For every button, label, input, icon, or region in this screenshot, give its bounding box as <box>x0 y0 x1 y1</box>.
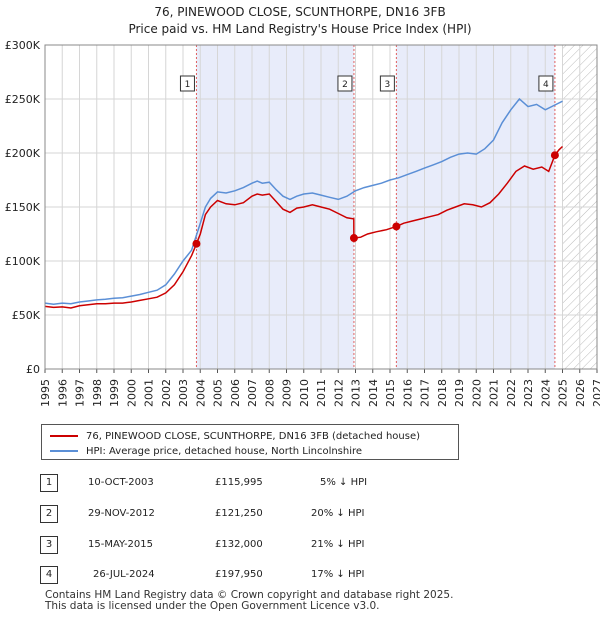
transaction-number: 4 <box>40 566 58 584</box>
series-line-hpi <box>44 97 563 305</box>
x-tick-label: 2026 <box>574 379 587 407</box>
sale-point <box>550 151 559 160</box>
legend-swatch-property <box>50 435 78 437</box>
x-tick-label: 2000 <box>125 379 138 407</box>
x-tick-label: 2010 <box>298 379 311 407</box>
sale-marker-box <box>179 75 195 92</box>
x-tick-label: 2023 <box>522 379 535 407</box>
transaction-number: 3 <box>40 536 58 554</box>
x-tick-label: 2009 <box>281 379 294 407</box>
legend-label-hpi: HPI: Average price, detached house, Nort… <box>86 445 363 457</box>
x-tick-label: 2012 <box>332 379 345 407</box>
x-tick-label: 2015 <box>384 379 397 407</box>
y-tick-label: £50K <box>12 309 41 322</box>
legend-label-property: 76, PINEWOOD CLOSE, SCUNTHORPE, DN16 3FB… <box>86 430 421 442</box>
x-tick-label: 2006 <box>229 379 242 407</box>
transaction-hpi: 17% ↓ HPI <box>311 569 365 580</box>
x-tick-label: 1996 <box>56 379 69 407</box>
x-tick-label: 2021 <box>488 379 501 407</box>
transaction-date: 15-MAY-2015 <box>88 539 154 550</box>
x-tick-label: 2019 <box>453 379 466 407</box>
sale-marker-box <box>538 75 554 92</box>
sale-point <box>392 222 401 231</box>
sale-marker-box <box>337 75 353 92</box>
price-chart: 76, PINEWOOD CLOSE, SCUNTHORPE, DN16 3FB… <box>5 5 600 407</box>
y-tick-label: £250K <box>5 93 41 106</box>
transaction-number: 1 <box>40 474 58 492</box>
x-tick-label: 2018 <box>436 379 449 407</box>
legend-item-hpi: HPI: Average price, detached house, Nort… <box>50 444 362 458</box>
x-tick-label: 2008 <box>263 379 276 407</box>
footer: Contains HM Land Registry data © Crown c… <box>45 590 453 612</box>
sale-marker-label: 4 <box>543 80 549 90</box>
sale-point <box>192 239 201 248</box>
sale-marker-box <box>379 75 395 92</box>
sale-marker-label: 1 <box>185 80 191 90</box>
transaction-hpi: 21% ↓ HPI <box>311 539 365 550</box>
x-tick-label: 2016 <box>401 379 414 407</box>
y-tick-label: £300K <box>5 39 41 52</box>
x-tick-label: 2014 <box>367 379 380 407</box>
x-tick-label: 2001 <box>143 379 156 407</box>
y-tick-label: £0 <box>26 363 40 376</box>
table-row: 3 15-MAY-2015 £132,000 21% ↓ HPI <box>40 536 440 556</box>
transaction-price: £121,250 <box>215 508 263 519</box>
x-tick-label: 2005 <box>212 379 225 407</box>
table-row: 1 10-OCT-2003 £115,995 5% ↓ HPI <box>40 474 440 494</box>
x-tick-label: 2007 <box>246 379 259 407</box>
transaction-date: 26-JUL-2024 <box>93 569 155 580</box>
series-line-property <box>44 145 564 309</box>
y-tick-label: £200K <box>5 147 41 160</box>
transaction-price: £132,000 <box>215 539 263 550</box>
x-tick-label: 2020 <box>470 379 483 407</box>
sale-marker-label: 3 <box>385 80 391 90</box>
x-tick-label: 2017 <box>419 379 432 407</box>
x-tick-label: 1995 <box>39 379 52 407</box>
x-tick-label: 2004 <box>194 379 207 407</box>
x-tick-label: 2011 <box>315 379 328 407</box>
x-tick-label: 2003 <box>177 379 190 407</box>
table-row: 2 29-NOV-2012 £121,250 20% ↓ HPI <box>40 505 440 525</box>
x-tick-label: 2013 <box>350 379 363 407</box>
x-tick-label: 1998 <box>91 379 104 407</box>
transaction-hpi: 5% ↓ HPI <box>320 477 368 488</box>
legend-swatch-hpi <box>50 450 78 452</box>
legend-item-property: 76, PINEWOOD CLOSE, SCUNTHORPE, DN16 3FB… <box>50 429 420 443</box>
chart-title: 76, PINEWOOD CLOSE, SCUNTHORPE, DN16 3FB <box>154 5 445 19</box>
x-tick-label: 1999 <box>108 379 121 407</box>
x-tick-label: 1997 <box>74 379 87 407</box>
y-tick-label: £150K <box>5 201 41 214</box>
x-tick-label: 2002 <box>160 379 173 407</box>
sale-point <box>349 234 358 243</box>
transaction-number: 2 <box>40 505 58 523</box>
footer-line-copyright: Contains HM Land Registry data © Crown c… <box>45 589 454 601</box>
transaction-date: 10-OCT-2003 <box>88 477 154 488</box>
sale-marker-label: 2 <box>342 80 348 90</box>
transaction-price: £197,950 <box>215 569 263 580</box>
x-tick-label: 2024 <box>539 379 552 407</box>
x-tick-label: 2027 <box>591 379 600 407</box>
transaction-hpi: 20% ↓ HPI <box>311 508 365 519</box>
legend: 76, PINEWOOD CLOSE, SCUNTHORPE, DN16 3FB… <box>41 424 459 460</box>
table-row: 4 26-JUL-2024 £197,950 17% ↓ HPI <box>40 566 440 586</box>
y-tick-label: £100K <box>5 255 41 268</box>
x-tick-label: 2025 <box>557 379 570 407</box>
plot-frame <box>44 44 598 370</box>
transaction-date: 29-NOV-2012 <box>88 508 155 519</box>
chart-subtitle: Price paid vs. HM Land Registry's House … <box>128 22 471 36</box>
x-tick-label: 2022 <box>505 379 518 407</box>
footer-line-licence: This data is licensed under the Open Gov… <box>45 600 380 612</box>
transaction-price: £115,995 <box>215 477 263 488</box>
